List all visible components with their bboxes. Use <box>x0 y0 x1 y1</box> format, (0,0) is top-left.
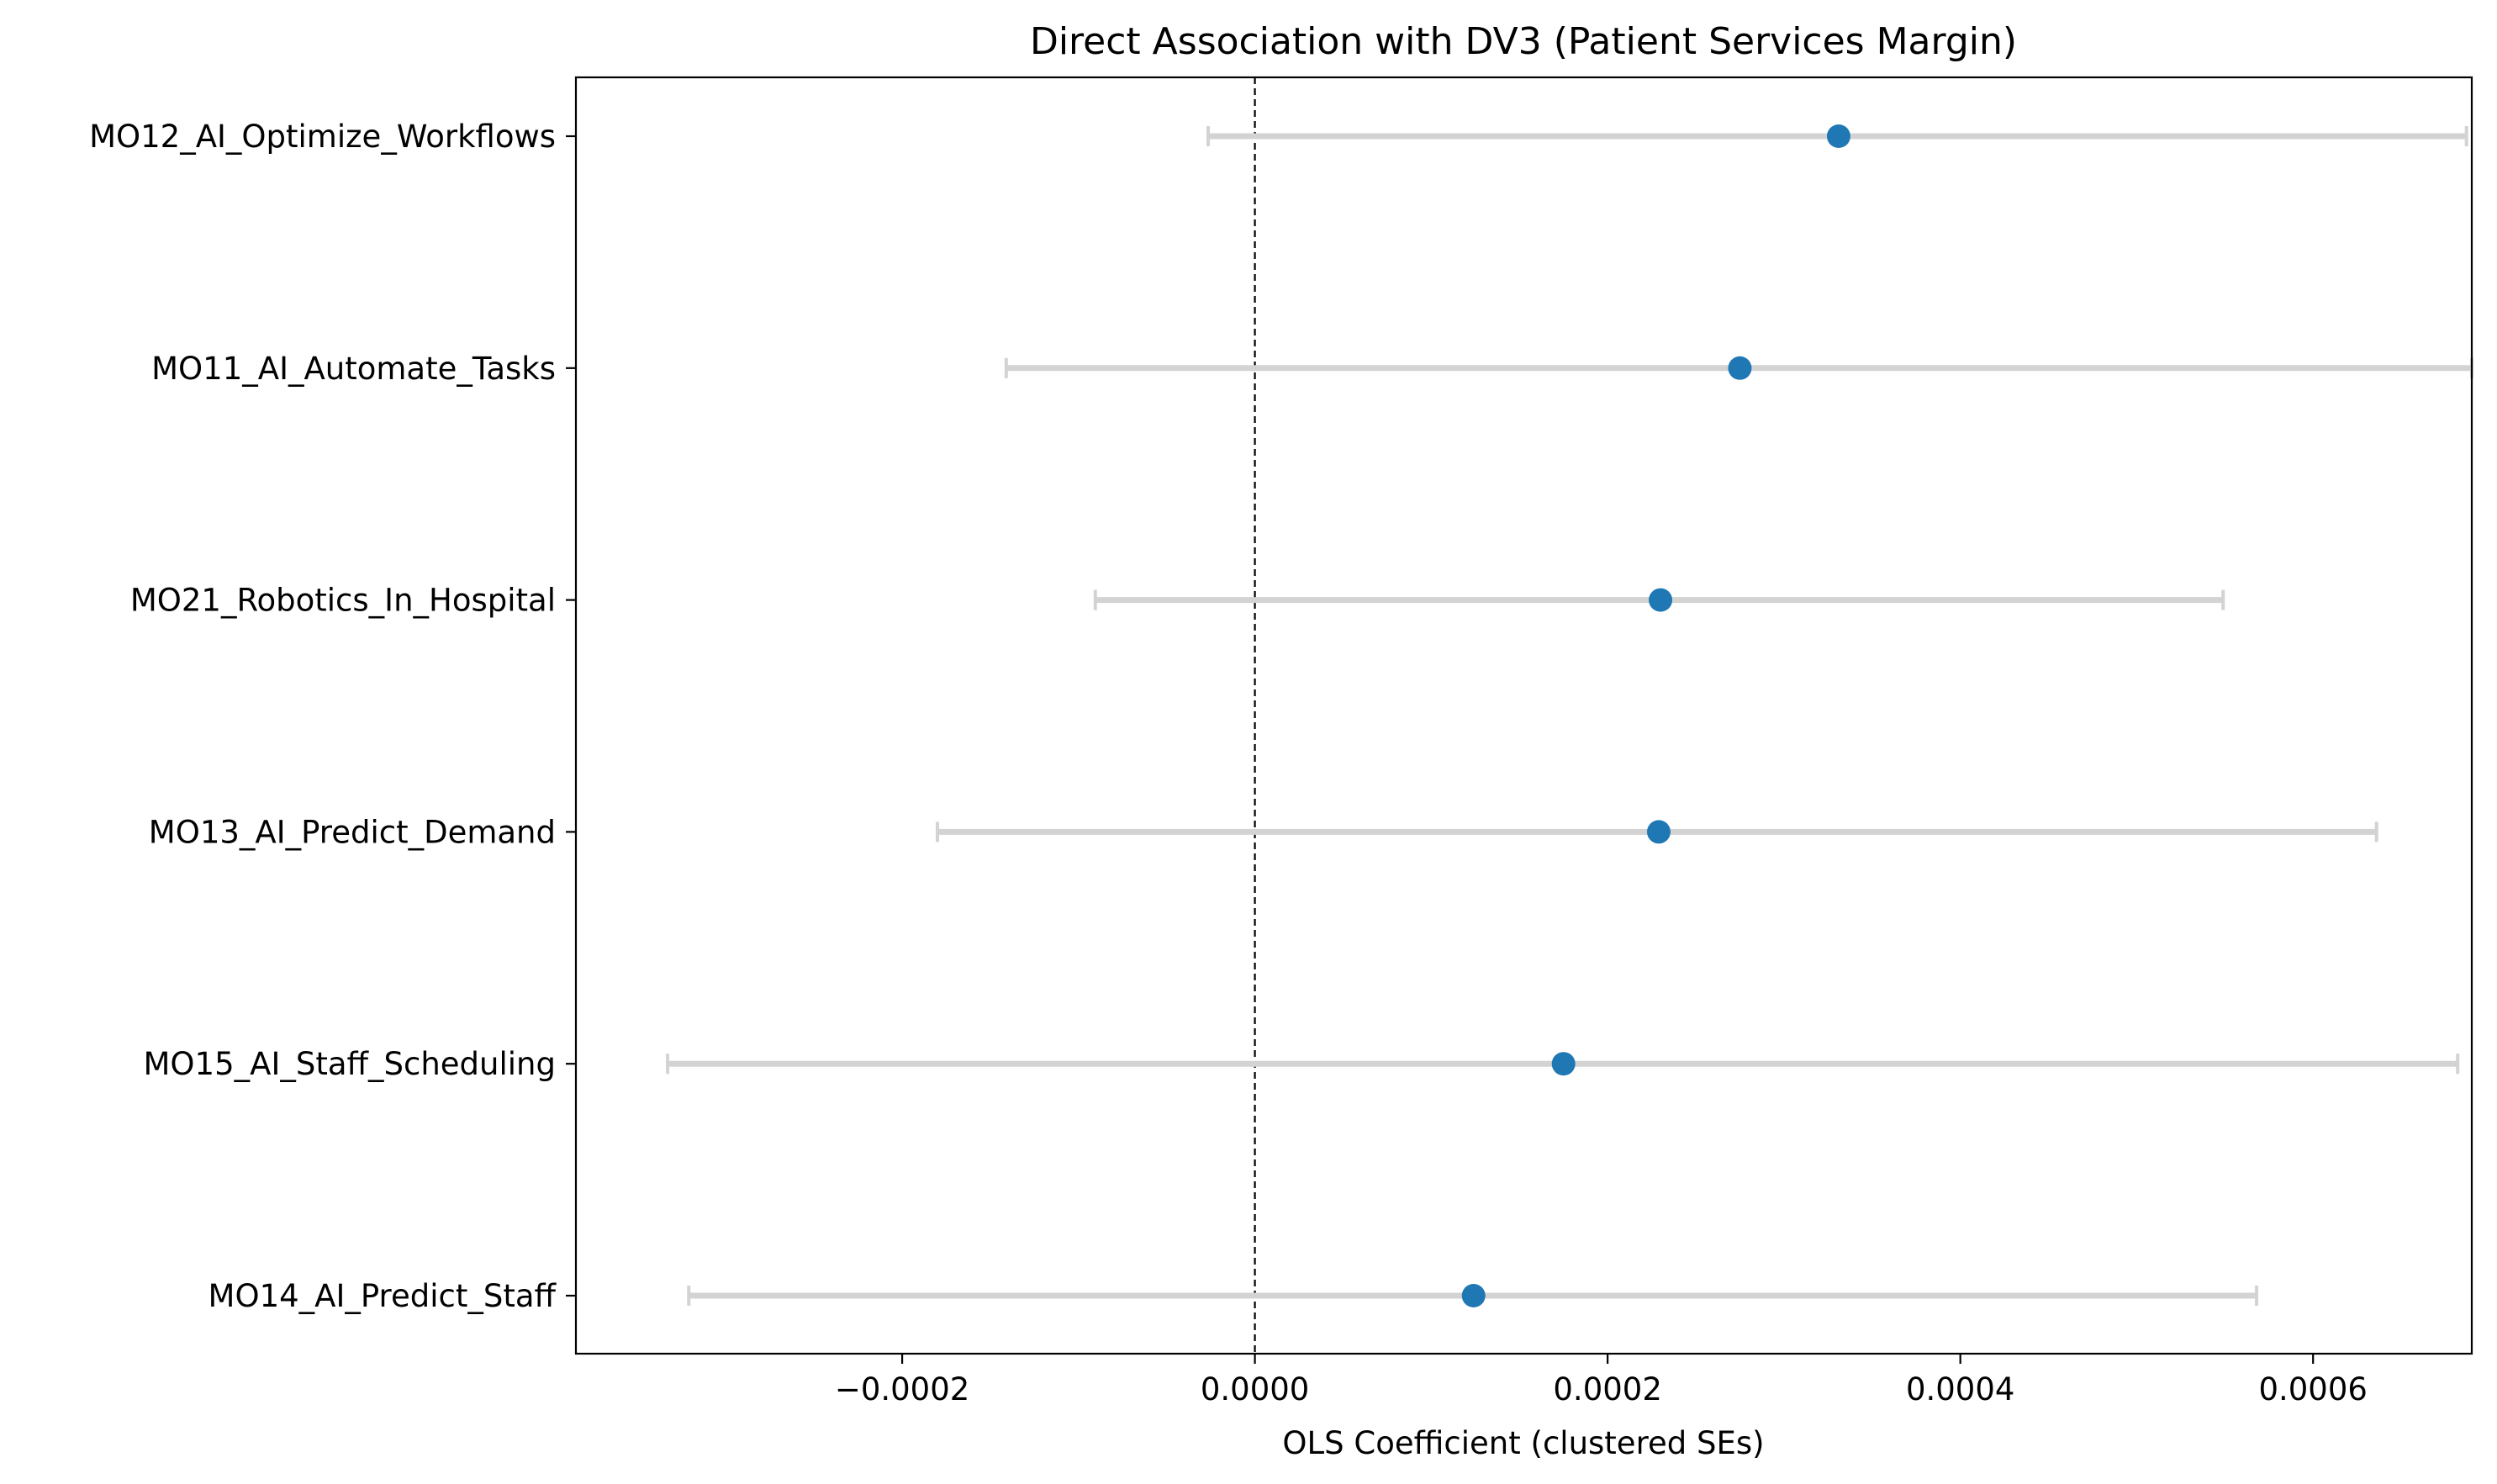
chart-title: Direct Association with DV3 (Patient Ser… <box>1030 20 2017 63</box>
x-tick-label: −0.0002 <box>835 1371 969 1407</box>
coefficient-point <box>1728 356 1752 380</box>
coefficient-row <box>1004 356 2473 380</box>
x-tick-label: 0.0006 <box>2258 1371 2367 1407</box>
axis-ticks: MO12_AI_Optimize_Workflows MO11_AI_Automa… <box>89 119 2368 1407</box>
x-tick-label: 0.0000 <box>1201 1371 1309 1407</box>
x-tick-label: 0.0002 <box>1553 1371 1661 1407</box>
y-tick-label: MO21_Robotics_In_Hospital <box>130 583 556 619</box>
y-tick-label: MO11_AI_Automate_Tasks <box>151 351 556 387</box>
coefficient-point <box>1649 588 1673 612</box>
coefficient-point <box>1826 124 1850 148</box>
y-tick-label: MO15_AI_Staff_Scheduling <box>144 1046 557 1082</box>
coefficient-point <box>1551 1052 1576 1076</box>
coefficient-row <box>1093 588 2225 612</box>
x-axis-label: OLS Coefficient (clustered SEs) <box>1282 1425 1764 1461</box>
y-tick-label: MO12_AI_Optimize_Workflows <box>89 119 556 155</box>
plot-frame <box>574 76 2473 1355</box>
coefficient-row <box>936 820 2378 844</box>
coefficient-point <box>1646 820 1671 844</box>
coefficient-point <box>1461 1284 1486 1307</box>
y-tick-label: MO13_AI_Predict_Demand <box>149 814 556 850</box>
plot-area <box>666 77 2473 1354</box>
coefficient-row <box>687 1284 2259 1307</box>
coefficient-row <box>1206 124 2468 148</box>
coefficient-row <box>666 1052 2460 1076</box>
x-tick-label: 0.0004 <box>1906 1371 2014 1407</box>
y-tick-label: MO14_AI_Predict_Staff <box>209 1278 557 1314</box>
